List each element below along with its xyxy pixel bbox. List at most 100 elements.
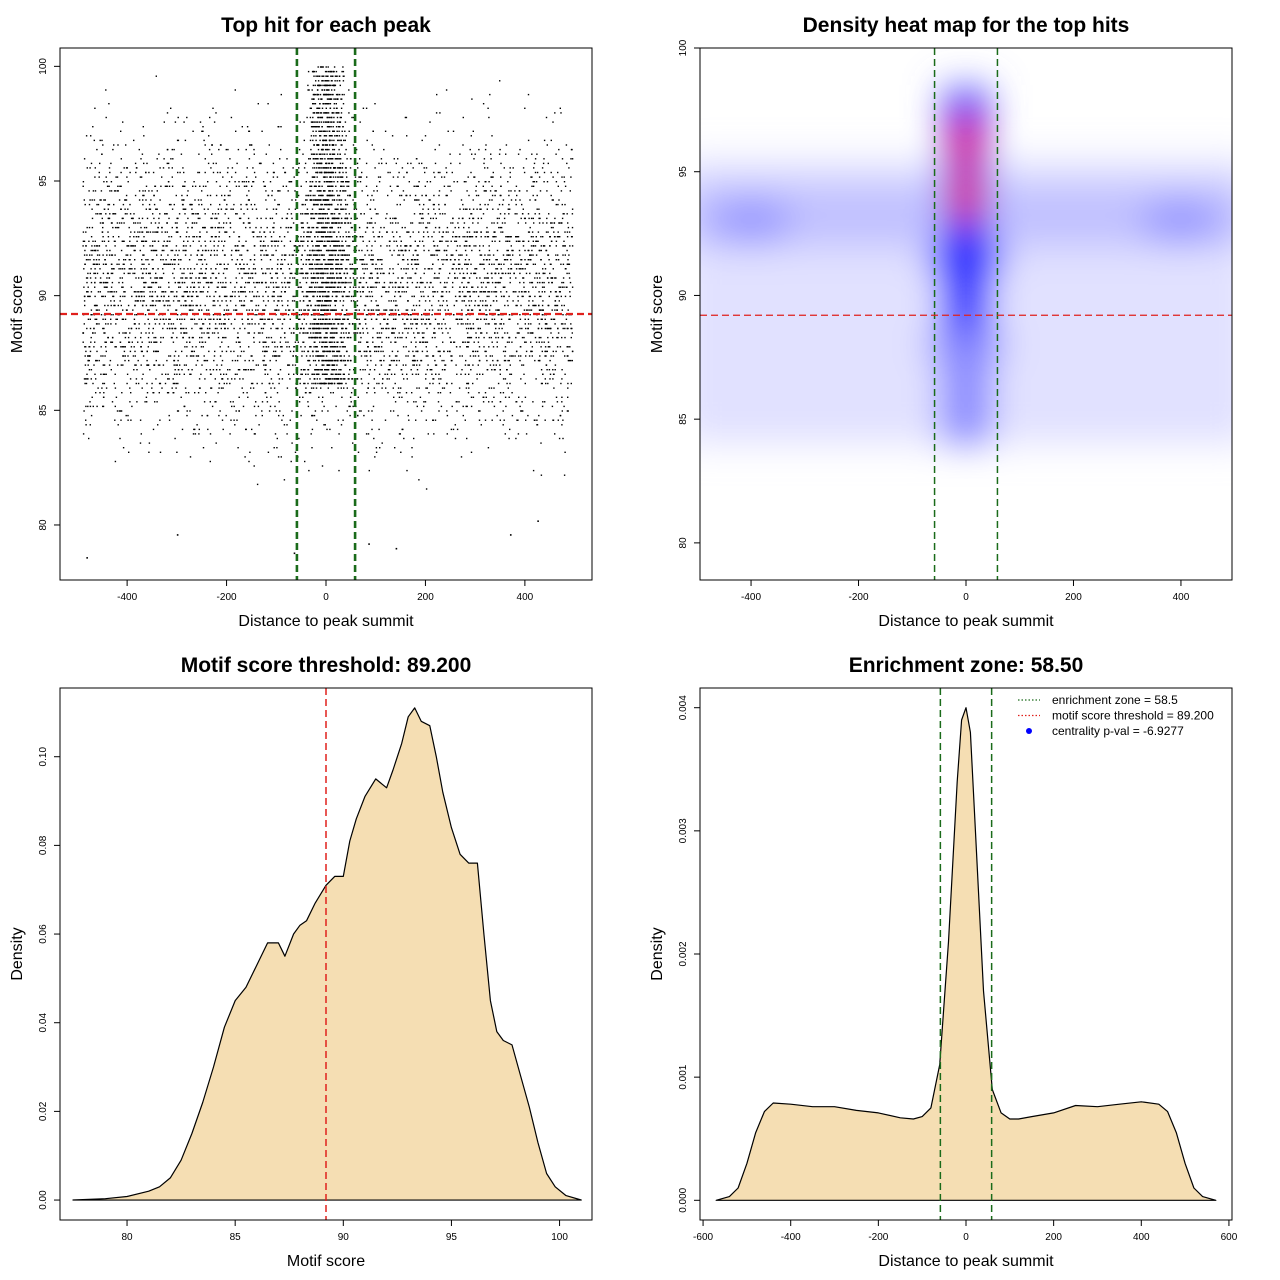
scatter-point bbox=[418, 387, 420, 389]
scatter-point bbox=[192, 336, 194, 339]
scatter-point bbox=[438, 231, 441, 233]
scatter-point bbox=[326, 369, 329, 371]
scatter-point bbox=[374, 456, 376, 458]
scatter-point bbox=[394, 304, 397, 307]
plot-area bbox=[60, 48, 592, 580]
scatter-point bbox=[306, 231, 308, 233]
scatter-point bbox=[281, 419, 283, 421]
scatter-point bbox=[205, 392, 207, 394]
scatter-point bbox=[324, 213, 326, 215]
scatter-point bbox=[523, 291, 526, 293]
scatter-point bbox=[294, 208, 297, 210]
scatter-point bbox=[304, 203, 306, 206]
scatter-point bbox=[467, 341, 470, 343]
scatter-point bbox=[259, 240, 262, 242]
scatter-point bbox=[568, 231, 571, 233]
scatter-point bbox=[205, 277, 207, 279]
scatter-point bbox=[310, 291, 313, 293]
scatter-point bbox=[114, 373, 116, 375]
scatter-point bbox=[272, 226, 274, 229]
scatter-point bbox=[516, 350, 518, 353]
scatter-point bbox=[213, 121, 216, 123]
scatter-point bbox=[207, 162, 210, 165]
scatter-point bbox=[484, 181, 486, 183]
scatter-point bbox=[323, 259, 325, 261]
scatter-point bbox=[236, 259, 239, 261]
scatter-point bbox=[334, 346, 336, 348]
scatter-point bbox=[276, 272, 278, 275]
scatter-point bbox=[195, 346, 197, 348]
scatter-point bbox=[225, 373, 228, 375]
scatter-point bbox=[376, 336, 379, 339]
scatter-point bbox=[449, 272, 451, 275]
scatter-point bbox=[223, 286, 226, 288]
scatter-point bbox=[97, 387, 99, 389]
scatter-point bbox=[98, 309, 100, 311]
scatter-point bbox=[84, 304, 86, 307]
scatter-point bbox=[316, 281, 319, 284]
scatter-point bbox=[491, 341, 493, 343]
scatter-point bbox=[271, 318, 273, 320]
scatter-point bbox=[388, 327, 390, 330]
scatter-point bbox=[479, 263, 481, 265]
scatter-point bbox=[88, 190, 90, 192]
scatter-point bbox=[333, 249, 335, 252]
scatter-point bbox=[318, 332, 320, 334]
scatter-point bbox=[320, 66, 322, 68]
scatter-point bbox=[112, 314, 114, 316]
scatter-point bbox=[203, 355, 205, 357]
scatter-point bbox=[263, 355, 266, 357]
scatter-point bbox=[571, 226, 574, 229]
scatter-point bbox=[87, 355, 90, 357]
scatter-point bbox=[310, 304, 312, 307]
scatter-point bbox=[557, 203, 559, 206]
scatter-point bbox=[198, 378, 201, 380]
scatter-point bbox=[88, 226, 91, 229]
scatter-point bbox=[303, 236, 305, 238]
scatter-point bbox=[94, 249, 97, 252]
scatter-point bbox=[205, 369, 208, 371]
scatter-point bbox=[160, 185, 162, 187]
scatter-point bbox=[567, 309, 569, 311]
scatter-point bbox=[369, 277, 371, 279]
scatter-point bbox=[422, 236, 425, 238]
scatter-point bbox=[129, 236, 131, 238]
scatter-point bbox=[382, 272, 384, 275]
scatter-point bbox=[413, 295, 415, 298]
scatter-point bbox=[193, 181, 195, 183]
scatter-point bbox=[337, 167, 340, 169]
scatter-point bbox=[258, 424, 260, 426]
scatter-point bbox=[563, 286, 565, 288]
scatter-point bbox=[556, 336, 558, 339]
scatter-point bbox=[331, 277, 334, 279]
scatter-point bbox=[86, 291, 88, 293]
scatter-point bbox=[561, 378, 563, 380]
scatter-point bbox=[405, 336, 407, 339]
scatter-point bbox=[370, 318, 373, 320]
scatter-point bbox=[253, 153, 255, 155]
scatter-point bbox=[237, 291, 240, 293]
scatter-point bbox=[548, 369, 551, 371]
scatter-point bbox=[349, 263, 351, 265]
scatter-point bbox=[175, 194, 177, 197]
scatter-point bbox=[292, 364, 294, 366]
scatter-point bbox=[183, 208, 186, 210]
scatter-point bbox=[529, 332, 531, 334]
scatter-point bbox=[105, 89, 107, 91]
scatter-point bbox=[173, 259, 175, 261]
scatter-point bbox=[494, 332, 496, 334]
scatter-point bbox=[151, 300, 154, 302]
scatter-point bbox=[329, 378, 331, 380]
scatter-point bbox=[449, 327, 451, 330]
scatter-point bbox=[279, 236, 281, 238]
scatter-point bbox=[151, 245, 154, 247]
scatter-point bbox=[270, 277, 273, 279]
scatter-point bbox=[402, 428, 404, 431]
scatter-point bbox=[143, 286, 145, 288]
scatter-point bbox=[213, 254, 216, 256]
scatter-point bbox=[552, 369, 554, 371]
scatter-point bbox=[250, 387, 252, 389]
scatter-point bbox=[189, 341, 191, 343]
scatter-point bbox=[250, 355, 252, 357]
scatter-point bbox=[216, 318, 218, 320]
